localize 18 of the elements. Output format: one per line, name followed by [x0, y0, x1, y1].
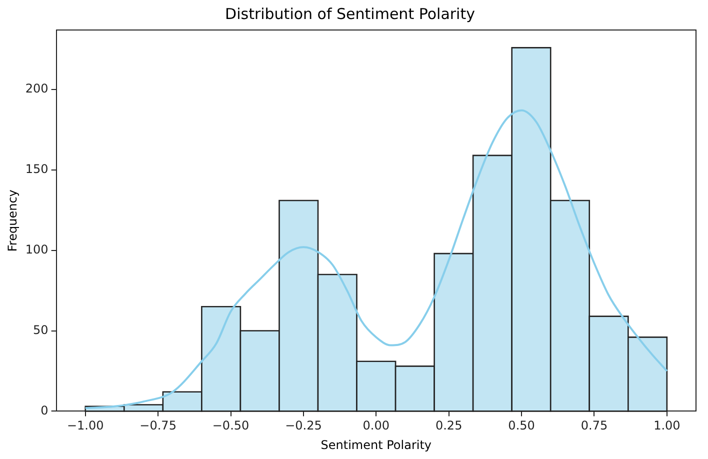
- y-axis-title: Frequency: [5, 190, 20, 252]
- x-tick-label: 0.00: [362, 418, 390, 433]
- x-tick-label: 1.00: [654, 418, 680, 433]
- x-tick-label: −1.00: [66, 418, 104, 433]
- x-tick-label: −0.75: [140, 418, 176, 433]
- y-tick-label: 50: [33, 322, 48, 337]
- y-tick-label: 200: [25, 82, 48, 96]
- x-tick-label: 0.50: [508, 418, 535, 433]
- x-tick-label: −0.50: [212, 418, 250, 433]
- y-tick-label: 150: [25, 162, 48, 176]
- x-axis-title: Sentiment Polarity: [320, 438, 432, 452]
- line-series: [84, 109, 668, 409]
- x-tick-label: −0.25: [285, 418, 322, 433]
- y-tick-label: 0: [40, 403, 48, 418]
- chart-title: Distribution of Sentiment Polarity: [225, 4, 476, 23]
- y-tick-label: 100: [25, 242, 48, 256]
- x-tick-label: 0.75: [580, 418, 608, 433]
- x-tick-label: 0.25: [435, 418, 462, 433]
